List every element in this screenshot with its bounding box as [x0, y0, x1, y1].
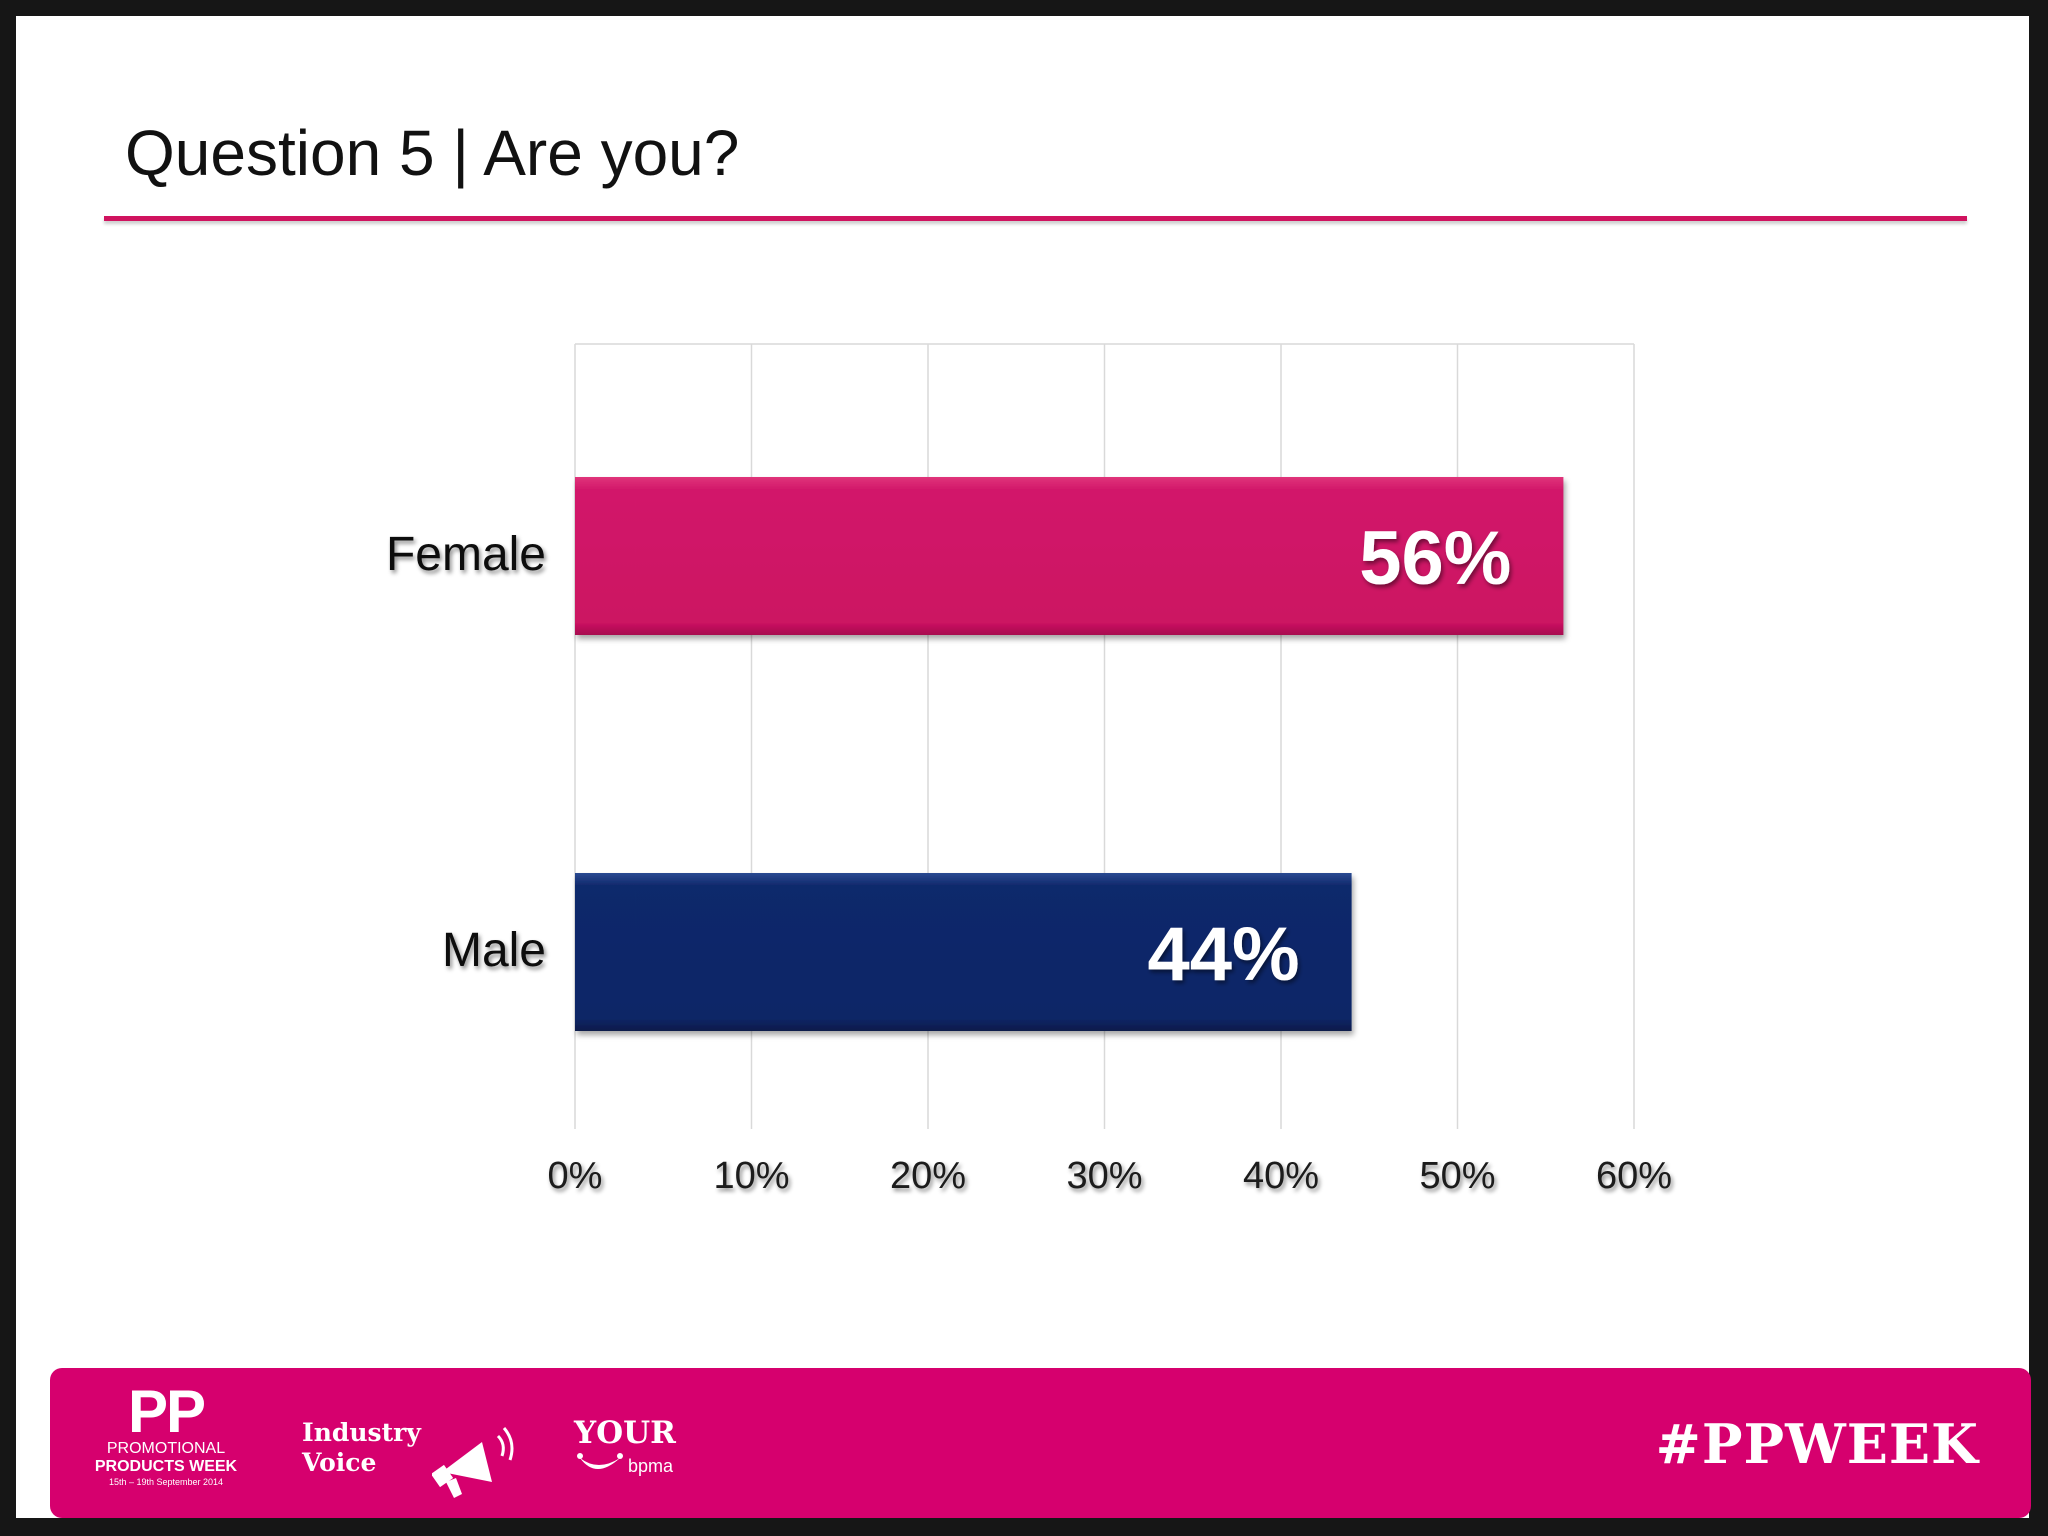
hashtag-label: #PPWEEK	[1655, 1412, 1979, 1476]
bpma-logo-name: bpma	[628, 1456, 674, 1476]
industry-voice-logo: Industry Voice	[302, 1418, 552, 1498]
page-title: Question 5 | Are you?	[125, 117, 740, 189]
bar-male	[575, 873, 1352, 1031]
x-tick-label: 30%	[1066, 1155, 1142, 1197]
pp-logo-mark: PP	[127, 1378, 206, 1445]
slide: Question 5 | Are you? 0	[16, 16, 2031, 1518]
category-label: Male	[442, 924, 546, 977]
data-label: 56%	[1359, 516, 1511, 601]
industry-voice-line2: Voice	[302, 1448, 377, 1477]
pp-logo-line1: PROMOTIONAL	[106, 1440, 226, 1457]
footer-banner: PP PROMOTIONAL PRODUCTS WEEK 15th – 19th…	[50, 1368, 2031, 1518]
your-bpma-logo: YOUR bpma	[574, 1416, 704, 1496]
x-tick-label: 60%	[1596, 1155, 1672, 1197]
bpma-logo-your: YOUR	[574, 1415, 676, 1451]
x-tick-label: 0%	[548, 1155, 603, 1197]
x-tick-label: 40%	[1243, 1155, 1319, 1197]
megaphone-icon	[432, 1427, 514, 1498]
pp-logo-dates: 15th – 19th September 2014	[108, 1477, 224, 1487]
industry-voice-line1: Industry	[302, 1418, 421, 1447]
category-label: Female	[386, 528, 546, 581]
data-label: 44%	[1147, 912, 1299, 997]
title-divider	[104, 216, 1967, 221]
pp-week-logo: PP PROMOTIONAL PRODUCTS WEEK 15th – 19th…	[86, 1378, 246, 1494]
x-tick-label: 50%	[1419, 1155, 1495, 1197]
bpma-swoosh-icon	[577, 1453, 623, 1469]
pp-logo-line2: PRODUCTS WEEK	[94, 1458, 238, 1475]
bar-chart: 0% 10% 20% 30% 40% 50% 60% Female 56% Male 44%	[386, 343, 1672, 1197]
x-tick-label: 20%	[890, 1155, 966, 1197]
bar-female	[575, 477, 1564, 635]
x-tick-label: 10%	[713, 1155, 789, 1197]
